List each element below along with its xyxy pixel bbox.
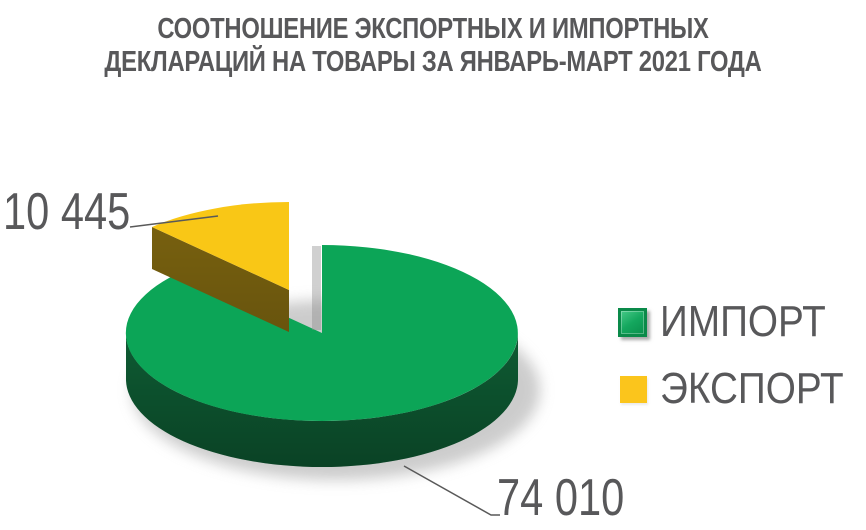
- export-leader-line: [129, 215, 219, 228]
- chart-title: СООТНОШЕНИЕ ЭКСПОРТНЫХ И ИМПОРТНЫХ ДЕКЛА…: [78, 13, 788, 79]
- chart-title-line2: ДЕКЛАРАЦИЙ НА ТОВАРЫ ЗА ЯНВАРЬ-МАРТ 2021…: [104, 46, 762, 78]
- notch-shadow: [312, 246, 321, 330]
- legend-label-import: ИМПОРТ: [660, 297, 826, 346]
- legend-label-export: ЭКСПОРТ: [660, 364, 844, 413]
- export-slice-top: [152, 201, 289, 290]
- chart-title-line1: СООТНОШЕНИЕ ЭКСПОРТНЫХ И ИМПОРТНЫХ: [157, 13, 709, 45]
- export-slice-side-shading: [152, 227, 289, 332]
- import-value-label: 74 010: [497, 469, 625, 527]
- import-leader-line: [403, 465, 500, 516]
- legend-item-import: ИМПОРТ: [618, 300, 866, 344]
- import-color-swatch: [618, 307, 647, 337]
- import-slice-side-shading: [126, 333, 518, 467]
- export-color-swatch: [620, 375, 647, 403]
- legend: ИМПОРТ ЭКСПОРТ: [618, 300, 866, 434]
- legend-item-export: ЭКСПОРТ: [618, 367, 866, 411]
- export-value-label: 10 445: [3, 183, 131, 241]
